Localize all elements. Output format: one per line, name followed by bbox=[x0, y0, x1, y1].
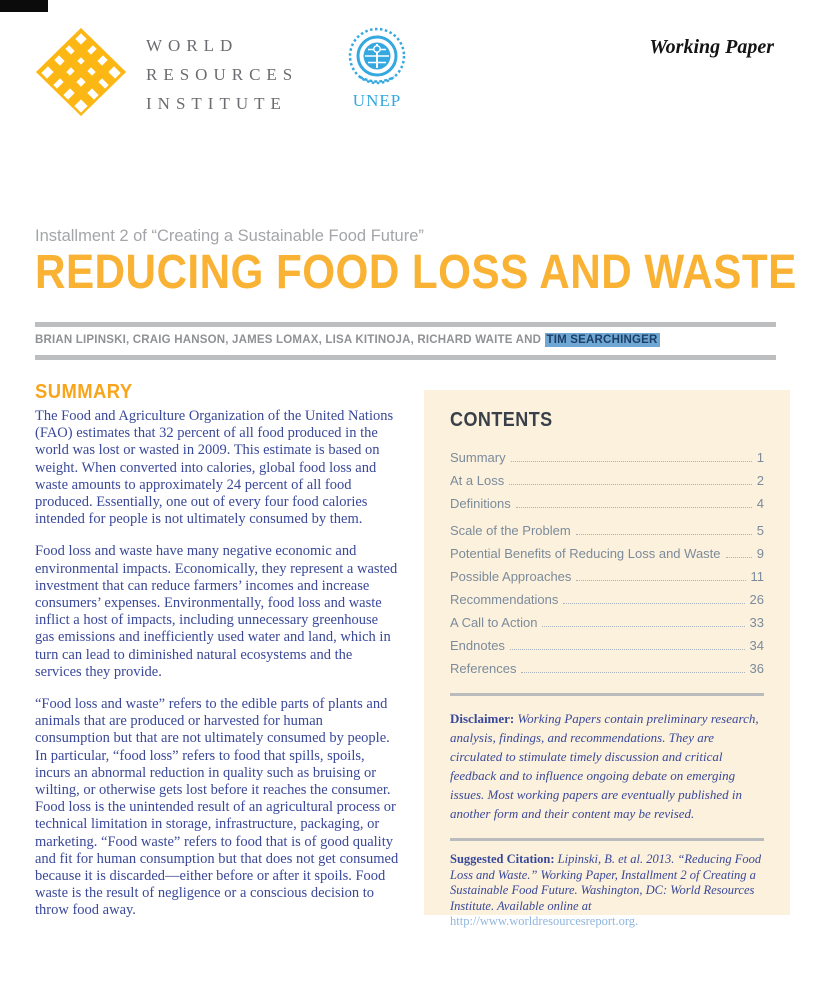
toc-leader-dots bbox=[509, 649, 745, 650]
toc-leader-dots bbox=[515, 507, 752, 508]
toc-leader-dots bbox=[521, 672, 745, 673]
unep-logo-block: UNEP bbox=[341, 27, 413, 111]
toc-item-a-call-to-action[interactable]: A Call to Action 33 bbox=[450, 615, 764, 630]
wri-logo-icon bbox=[36, 28, 126, 116]
toc-leader-dots bbox=[542, 626, 745, 627]
suggested-citation: Suggested Citation: Lipinski, B. et al. … bbox=[450, 852, 764, 930]
wri-org-line: RESOURCES bbox=[146, 65, 299, 84]
unep-emblem-icon bbox=[348, 27, 406, 85]
toc-leader-dots bbox=[509, 484, 752, 485]
unep-label: UNEP bbox=[352, 91, 402, 110]
highlighted-author: TIM SEARCHINGER bbox=[544, 333, 660, 347]
contents-heading: CONTENTS bbox=[450, 409, 553, 431]
summary-paragraph-3: “Food loss and waste” refers to the edib… bbox=[35, 696, 399, 919]
top-left-black-bar bbox=[0, 0, 48, 12]
toc-item-summary[interactable]: Summary 1 bbox=[450, 450, 764, 465]
toc-leader-dots bbox=[575, 534, 752, 535]
wri-org-line: INSTITUTE bbox=[146, 94, 287, 113]
toc-item-definitions[interactable]: Definitions 4 bbox=[450, 496, 764, 511]
summary-paragraph-2: Food loss and waste have many negative e… bbox=[35, 543, 398, 680]
citation-url-link[interactable]: http://www.worldresourcesreport.org. bbox=[450, 914, 639, 928]
citation-label: Suggested Citation: bbox=[450, 852, 555, 866]
toc-leader-dots bbox=[725, 557, 752, 558]
document-title: REDUCING FOOD LOSS AND WASTE bbox=[35, 246, 797, 299]
toc-item-possible-approaches[interactable]: Possible Approaches 11 bbox=[450, 569, 764, 584]
summary-heading: SUMMARY bbox=[35, 381, 133, 403]
divider-rule-bottom bbox=[35, 355, 776, 360]
disclaimer-text: Working Papers contain preliminary resea… bbox=[450, 711, 759, 821]
citation-text: Lipinski, B. et al. 2013. “Reducing Food… bbox=[450, 852, 762, 913]
toc-item-at-a-loss[interactable]: At a Loss 2 bbox=[450, 473, 764, 488]
toc-item-potential-benefits[interactable]: Potential Benefits of Reducing Loss and … bbox=[450, 546, 764, 561]
toc-item-endnotes[interactable]: Endnotes 34 bbox=[450, 638, 764, 653]
working-paper-label: Working Paper bbox=[649, 36, 774, 58]
wri-org-name: WORLD RESOURCES INSTITUTE bbox=[146, 31, 298, 118]
authors-text: BRIAN LIPINSKI, CRAIG HANSON, JAMES LOMA… bbox=[35, 334, 545, 346]
series-kicker: Installment 2 of “Creating a Sustainable… bbox=[35, 227, 424, 245]
contents-divider-bottom bbox=[450, 838, 764, 841]
toc-leader-dots bbox=[563, 603, 745, 604]
disclaimer-label: Disclaimer: bbox=[450, 711, 515, 726]
authors-line: BRIAN LIPINSKI, CRAIG HANSON, JAMES LOMA… bbox=[35, 333, 776, 347]
toc-leader-dots bbox=[510, 461, 752, 462]
summary-paragraph-1: The Food and Agriculture Organization of… bbox=[35, 408, 394, 528]
contents-box: CONTENTS Summary 1 At a Loss 2 Definitio… bbox=[424, 390, 790, 928]
divider-rule-top bbox=[35, 322, 776, 327]
toc-item-scale-of-the-problem[interactable]: Scale of the Problem 5 bbox=[450, 523, 764, 538]
toc-item-recommendations[interactable]: Recommendations 26 bbox=[450, 592, 764, 607]
summary-body: The Food and Agriculture Organization of… bbox=[35, 408, 399, 920]
toc-leader-dots bbox=[576, 580, 746, 581]
disclaimer: Disclaimer: Working Papers contain preli… bbox=[450, 709, 764, 823]
toc-item-references[interactable]: References 36 bbox=[450, 661, 764, 676]
contents-divider-top bbox=[450, 693, 764, 696]
wri-org-line: WORLD bbox=[146, 36, 239, 55]
